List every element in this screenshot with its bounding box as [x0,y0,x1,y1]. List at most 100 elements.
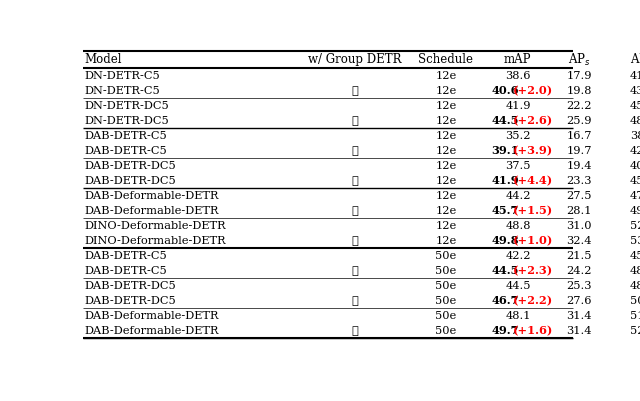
Text: DAB-DETR-DC5: DAB-DETR-DC5 [84,281,176,291]
Text: 22.2: 22.2 [566,101,592,111]
Text: 17.9: 17.9 [566,71,592,81]
Text: 31.4: 31.4 [566,311,592,321]
Text: 39.1: 39.1 [492,145,519,156]
Text: 21.5: 21.5 [566,251,592,261]
Text: 44.5: 44.5 [505,281,531,291]
Text: 49.8: 49.8 [492,235,519,246]
Text: 25.3: 25.3 [566,281,592,291]
Text: DAB-DETR-C5: DAB-DETR-C5 [84,251,166,261]
Text: DAB-Deformable-DETR: DAB-Deformable-DETR [84,311,218,321]
Text: DAB-DETR-DC5: DAB-DETR-DC5 [84,161,176,171]
Text: 48.2: 48.2 [630,281,640,291]
Text: w/ Group DETR: w/ Group DETR [308,53,402,66]
Text: 19.7: 19.7 [566,146,592,156]
Text: 12e: 12e [435,191,456,201]
Text: 50e: 50e [435,296,456,306]
Text: 44.2: 44.2 [505,191,531,201]
Text: 45.1: 45.1 [630,101,640,111]
Text: DAB-Deformable-DETR: DAB-Deformable-DETR [84,206,218,216]
Text: 38.6: 38.6 [505,71,531,81]
Text: 12e: 12e [435,86,456,96]
Text: 28.1: 28.1 [566,206,592,216]
Text: ✓: ✓ [352,236,358,246]
Text: 47.1: 47.1 [630,191,640,201]
Text: DN-DETR-C5: DN-DETR-C5 [84,71,160,81]
Text: 23.3: 23.3 [566,176,592,186]
Text: ✓: ✓ [352,326,358,336]
Text: 50e: 50e [435,326,456,336]
Text: (+2.2): (+2.2) [513,296,553,306]
Text: 50e: 50e [435,266,456,276]
Text: 31.4: 31.4 [566,326,592,336]
Text: DAB-Deformable-DETR: DAB-Deformable-DETR [84,326,218,336]
Text: 40.6: 40.6 [630,161,640,171]
Text: DAB-Deformable-DETR: DAB-Deformable-DETR [84,191,218,201]
Text: 38.6: 38.6 [630,131,640,141]
Text: 51.4: 51.4 [630,311,640,321]
Text: ✓: ✓ [352,116,358,126]
Text: (+2.3): (+2.3) [513,265,553,276]
Text: (+1.0): (+1.0) [513,235,553,246]
Text: 12e: 12e [435,176,456,186]
Text: 41.9: 41.9 [492,175,519,186]
Text: 35.2: 35.2 [505,131,531,141]
Text: 12e: 12e [435,146,456,156]
Text: 27.5: 27.5 [566,191,592,201]
Text: 45.7: 45.7 [630,251,640,261]
Text: (+2.6): (+2.6) [513,115,553,126]
Text: (+3.9): (+3.9) [513,145,553,156]
Text: 41.9: 41.9 [505,101,531,111]
Text: 19.8: 19.8 [566,86,592,96]
Text: ✓: ✓ [352,206,358,216]
Text: 12e: 12e [435,71,456,81]
Text: 52.0: 52.0 [630,221,640,231]
Text: (+2.0): (+2.0) [513,85,553,96]
Text: 45.7: 45.7 [492,205,519,216]
Text: 50e: 50e [435,311,456,321]
Text: 45.6: 45.6 [630,176,640,186]
Text: 31.0: 31.0 [566,221,592,231]
Text: (+1.5): (+1.5) [513,205,553,216]
Text: DN-DETR-DC5: DN-DETR-DC5 [84,101,169,111]
Text: DN-DETR-DC5: DN-DETR-DC5 [84,116,169,126]
Text: 19.4: 19.4 [566,161,592,171]
Text: 48.1: 48.1 [505,311,531,321]
Text: DAB-DETR-C5: DAB-DETR-C5 [84,266,166,276]
Text: DAB-DETR-C5: DAB-DETR-C5 [84,131,166,141]
Text: 50.9: 50.9 [630,296,640,306]
Text: DN-DETR-C5: DN-DETR-C5 [84,86,160,96]
Text: 50e: 50e [435,251,456,261]
Text: 27.6: 27.6 [566,296,592,306]
Text: 48.2: 48.2 [630,116,640,126]
Text: ✓: ✓ [352,176,358,186]
Text: DINO-Deformable-DETR: DINO-Deformable-DETR [84,236,225,246]
Text: ✓: ✓ [352,146,358,156]
Text: DAB-DETR-DC5: DAB-DETR-DC5 [84,296,176,306]
Text: DAB-DETR-DC5: DAB-DETR-DC5 [84,176,176,186]
Text: 49.7: 49.7 [492,325,519,336]
Text: 43.9: 43.9 [630,86,640,96]
Text: 12e: 12e [435,101,456,111]
Text: 46.7: 46.7 [492,296,519,306]
Text: (+4.4): (+4.4) [513,175,553,186]
Text: 25.9: 25.9 [566,116,592,126]
Text: 12e: 12e [435,161,456,171]
Text: 16.7: 16.7 [566,131,592,141]
Text: 53.0: 53.0 [630,236,640,246]
Text: mAP: mAP [504,53,532,66]
Text: 24.2: 24.2 [566,266,592,276]
Text: 41.6: 41.6 [630,71,640,81]
Text: 12e: 12e [435,221,456,231]
Text: 12e: 12e [435,116,456,126]
Text: Schedule: Schedule [419,53,474,66]
Text: ✓: ✓ [352,266,358,276]
Text: 49.0: 49.0 [630,206,640,216]
Text: 40.6: 40.6 [492,85,519,96]
Text: ✓: ✓ [352,86,358,96]
Text: (+1.6): (+1.6) [513,325,553,336]
Text: 50e: 50e [435,281,456,291]
Text: 44.5: 44.5 [492,265,519,276]
Text: 12e: 12e [435,236,456,246]
Text: 52.5: 52.5 [630,326,640,336]
Text: Model: Model [84,53,122,66]
